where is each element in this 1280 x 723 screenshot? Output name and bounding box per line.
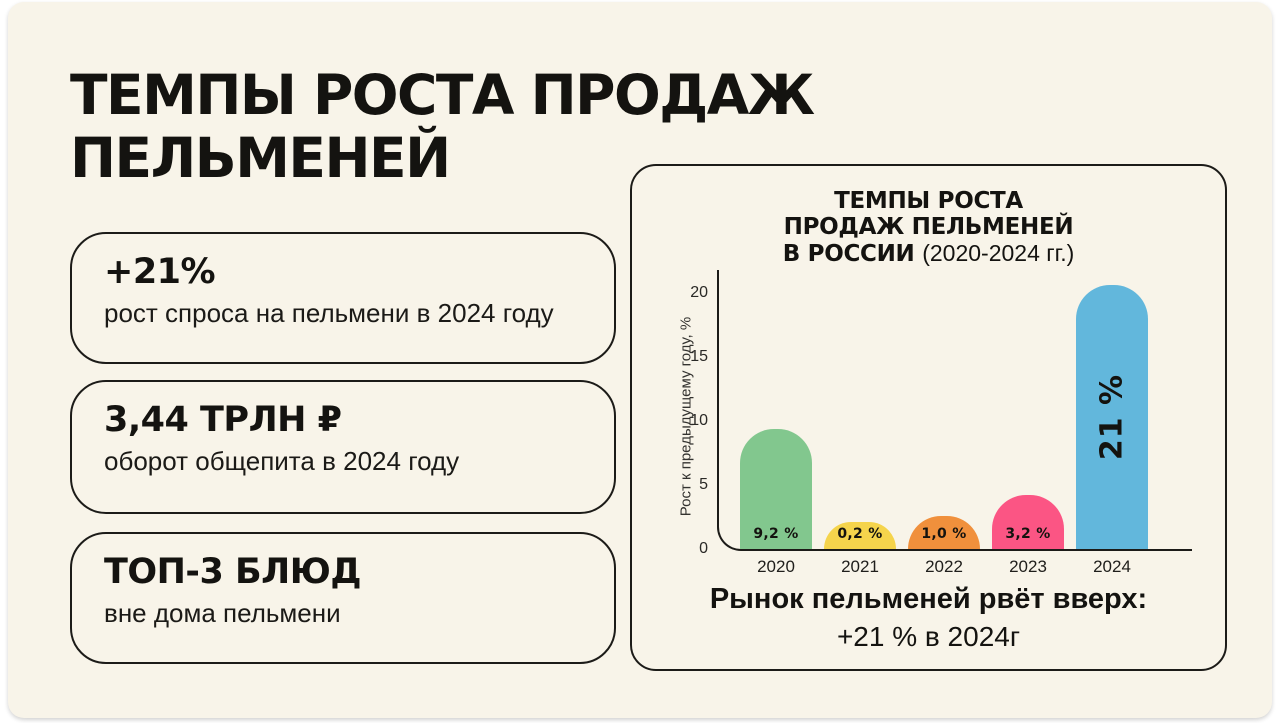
stat-desc: рост спроса на пельмени в 2024 году xyxy=(104,298,554,328)
slide-canvas: ТЕМПЫ РОСТА ПРОДАЖ ПЕЛЬМЕНЕЙ +21% рост с… xyxy=(8,2,1272,718)
stat-card-turnover: 3,44 ТРЛН ₽ оборот общепита в 2024 году xyxy=(70,380,616,514)
y-tick-label: 20 xyxy=(690,284,708,301)
bar-value-label: 1,0 % xyxy=(921,526,967,542)
page-title-line2: ПЕЛЬМЕНЕЙ xyxy=(70,126,451,190)
bar-2023: 3,2 % xyxy=(992,495,1064,549)
bar-2024: 21 % xyxy=(1076,285,1148,549)
stat-desc: оборот общепита в 2024 году xyxy=(104,446,460,476)
stat-card-top3: ТОП-3 БЛЮД вне дома пельмени xyxy=(70,532,616,664)
stat-value: 3,44 ТРЛН ₽ xyxy=(104,400,342,440)
x-tick-label: 2023 xyxy=(1009,557,1047,576)
chart-title-line3-bold: В РОССИИ xyxy=(782,241,915,267)
x-tick-label: 2020 xyxy=(757,557,795,576)
bar-2021: 0,2 % xyxy=(824,522,896,549)
chart-title-line2: ПРОДАЖ ПЕЛЬМЕНЕЙ xyxy=(783,214,1074,240)
bar-value-label: 9,2 % xyxy=(753,526,799,542)
chart-title: ТЕМПЫ РОСТА ПРОДАЖ ПЕЛЬМЕНЕЙ В РОССИИ (2… xyxy=(632,188,1225,267)
chart-panel: ТЕМПЫ РОСТА ПРОДАЖ ПЕЛЬМЕНЕЙ В РОССИИ (2… xyxy=(630,164,1227,671)
stat-value: ТОП-3 БЛЮД xyxy=(104,552,362,592)
page-title-line1: ТЕМПЫ РОСТА ПРОДАЖ xyxy=(70,63,815,127)
chart-title-line1: ТЕМПЫ РОСТА xyxy=(834,188,1023,214)
caption-line1: Рынок пельменей рвёт вверх: xyxy=(709,583,1148,615)
bar-2020: 9,2 % xyxy=(740,429,812,549)
stat-value: +21% xyxy=(104,252,216,292)
stat-card-demand: +21% рост спроса на пельмени в 2024 году xyxy=(70,232,616,364)
chart-caption: Рынок пельменей рвёт вверх: +21 % в 2024… xyxy=(632,580,1225,655)
x-tick-label: 2024 xyxy=(1093,557,1131,576)
y-tick-label: 15 xyxy=(690,348,708,365)
bar-value-label: 21 % xyxy=(1094,373,1130,461)
chart-title-line3-light: (2020-2024 гг.) xyxy=(922,240,1075,266)
axis-lines xyxy=(717,270,1192,551)
x-tick-label: 2022 xyxy=(925,557,963,576)
y-tick-label: 0 xyxy=(699,540,708,557)
bar-value-label: 0,2 % xyxy=(837,526,883,542)
bar-value-label: 3,2 % xyxy=(1005,526,1051,542)
y-tick-label: 5 xyxy=(699,476,708,493)
caption-line2: +21 % в 2024г xyxy=(836,621,1021,652)
page-title: ТЕМПЫ РОСТА ПРОДАЖ ПЕЛЬМЕНЕЙ xyxy=(70,63,815,190)
y-tick-label: 10 xyxy=(690,412,708,429)
x-tick-label: 2021 xyxy=(841,557,879,576)
chart-title-line3: В РОССИИ (2020-2024 гг.) xyxy=(632,240,1225,267)
stat-desc: вне дома пельмени xyxy=(104,598,341,628)
